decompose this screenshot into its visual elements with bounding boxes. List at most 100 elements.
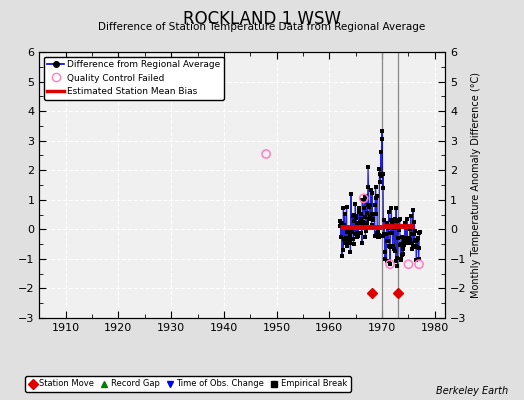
Point — [412, 236, 421, 243]
Point — [355, 209, 363, 216]
Point — [402, 236, 410, 242]
Point — [407, 239, 416, 246]
Point — [411, 237, 419, 244]
Point — [414, 256, 423, 262]
Point — [383, 238, 391, 244]
Point — [344, 227, 352, 234]
Point — [374, 234, 383, 240]
Point — [355, 205, 364, 212]
Point — [337, 220, 346, 226]
Point — [395, 227, 403, 233]
Point — [400, 235, 409, 241]
Point — [353, 220, 362, 227]
Point — [402, 216, 411, 222]
Point — [398, 252, 407, 258]
Point — [391, 248, 399, 254]
Point — [337, 221, 345, 227]
Point — [394, 262, 402, 269]
Point — [340, 236, 348, 242]
Point — [363, 220, 372, 227]
Point — [361, 194, 369, 200]
Point — [386, 260, 394, 267]
Point — [400, 238, 408, 245]
Point — [380, 230, 388, 237]
Point — [405, 235, 413, 242]
Point — [363, 210, 371, 216]
Point — [407, 224, 416, 230]
Point — [356, 220, 364, 226]
Point — [361, 214, 369, 220]
Point — [384, 238, 392, 244]
Point — [403, 240, 412, 247]
Point — [366, 213, 375, 219]
Point — [377, 173, 386, 180]
Point — [375, 232, 383, 238]
Point — [377, 149, 385, 155]
Point — [378, 184, 387, 191]
Point — [373, 192, 381, 199]
Point — [415, 261, 423, 268]
Point — [339, 205, 347, 212]
Point — [350, 211, 358, 218]
Point — [359, 222, 367, 228]
Point — [338, 252, 346, 259]
Point — [391, 216, 399, 222]
Point — [397, 256, 406, 263]
Point — [398, 234, 406, 240]
Point — [381, 231, 390, 238]
Point — [405, 261, 413, 268]
Point — [390, 246, 399, 252]
Point — [351, 231, 359, 237]
Point — [387, 204, 396, 211]
Point — [385, 209, 393, 215]
Point — [399, 242, 408, 248]
Point — [392, 204, 400, 211]
Point — [413, 244, 421, 251]
Point — [352, 213, 361, 220]
Point — [364, 164, 372, 170]
Point — [391, 258, 400, 264]
Point — [414, 234, 422, 241]
Point — [369, 217, 377, 224]
Point — [411, 238, 420, 244]
Text: ROCKLAND 1 WSW: ROCKLAND 1 WSW — [183, 10, 341, 28]
Point — [342, 239, 350, 246]
Point — [405, 240, 413, 246]
Point — [415, 245, 423, 251]
Text: Difference of Station Temperature Data from Regional Average: Difference of Station Temperature Data f… — [99, 22, 425, 32]
Point — [412, 243, 420, 249]
Point — [345, 240, 354, 246]
Point — [404, 234, 412, 241]
Point — [370, 211, 378, 217]
Point — [346, 231, 354, 238]
Point — [409, 207, 417, 213]
Point — [416, 230, 424, 236]
Point — [392, 255, 401, 261]
Point — [336, 234, 345, 240]
Point — [344, 228, 353, 235]
Point — [412, 257, 421, 263]
Point — [344, 228, 353, 234]
Point — [340, 222, 348, 228]
Point — [349, 235, 357, 242]
Point — [372, 194, 380, 201]
Point — [396, 256, 405, 262]
Point — [405, 236, 413, 243]
Point — [343, 229, 352, 235]
Point — [355, 219, 364, 226]
Point — [364, 184, 373, 191]
Point — [356, 216, 365, 223]
Point — [358, 197, 366, 203]
Point — [372, 211, 380, 218]
Point — [376, 171, 384, 177]
Point — [347, 191, 355, 198]
Point — [342, 204, 351, 210]
Point — [354, 220, 363, 226]
Point — [380, 255, 389, 262]
Point — [369, 216, 377, 223]
Point — [378, 127, 386, 134]
Point — [342, 235, 350, 241]
Point — [382, 230, 390, 237]
Point — [416, 229, 424, 236]
Point — [368, 190, 376, 196]
